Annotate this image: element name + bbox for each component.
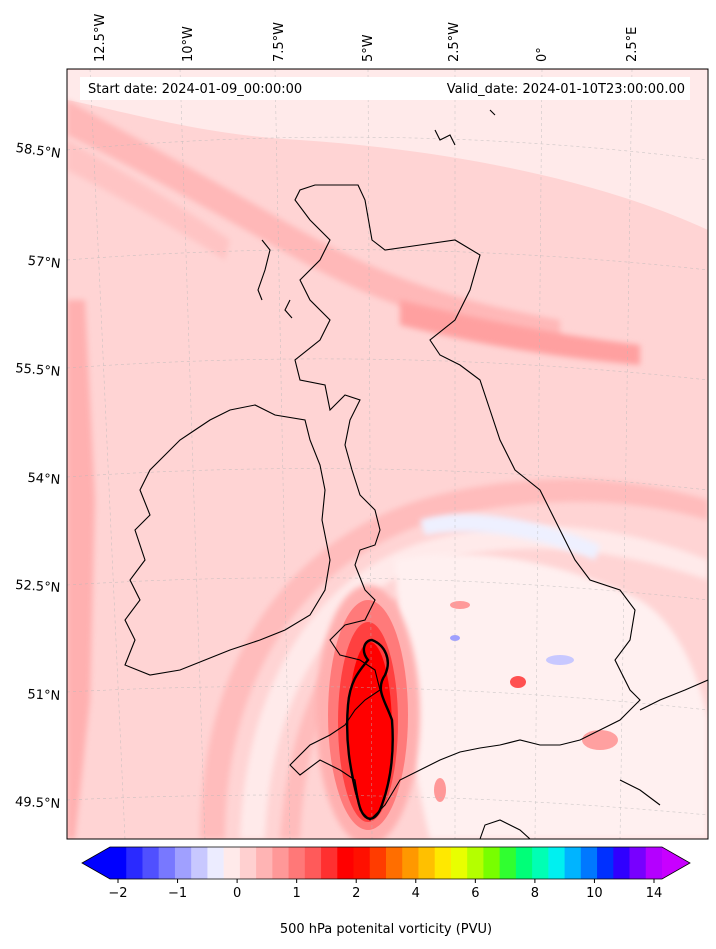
colorbar-cell — [515, 847, 533, 879]
colorbar-cell — [239, 847, 257, 879]
colorbar-tick-label: 6 — [471, 886, 479, 901]
colorbar-cell — [256, 847, 273, 879]
colorbar-extend-under — [82, 847, 110, 879]
lon-label: 2.5°E — [625, 27, 640, 62]
colorbar-extend-over — [662, 847, 690, 879]
colorbar-cell — [353, 847, 371, 879]
start-date-label: Start date: 2024-01-09_00:00:00 — [88, 82, 302, 97]
colorbar-cell — [450, 847, 468, 879]
colorbar-cell — [580, 847, 598, 879]
colorbar-cell — [110, 847, 127, 879]
valid-date-label: Valid_date: 2024-01-10T23:00:00.00 — [447, 82, 685, 97]
lat-label: 55.5°N — [15, 361, 61, 380]
lat-label: 54°N — [27, 471, 61, 488]
colorbar-cell — [629, 847, 647, 879]
colorbar-tick-label: −2 — [108, 886, 127, 901]
colorbar-tick-label: −1 — [168, 886, 187, 901]
colorbar-cell — [434, 847, 452, 879]
colorbar-tick-label: 8 — [531, 886, 539, 901]
colorbar-cell — [597, 847, 614, 879]
lon-label: 0° — [535, 47, 550, 62]
lat-label: 51°N — [27, 687, 61, 704]
colorbar-cell — [645, 847, 663, 879]
colorbar-cell — [207, 847, 225, 879]
colorbar-tick-label: 10 — [586, 886, 603, 901]
colorbar-cells — [110, 847, 663, 879]
pv-field — [67, 69, 708, 839]
colorbar-tick-label: 1 — [293, 886, 301, 901]
lon-label: 10°W — [181, 26, 196, 62]
colorbar-tick-label: 0 — [233, 886, 241, 901]
lat-labels: 58.5°N 57°N 55.5°N 54°N 52.5°N 51°N 49.5… — [15, 141, 62, 812]
colorbar-title: 500 hPa potenital vorticity (PVU) — [280, 922, 492, 937]
colorbar-cell — [174, 847, 192, 879]
info-box — [80, 77, 690, 100]
lon-label: 7.5°W — [272, 22, 287, 62]
coastline — [124, 109, 708, 839]
lat-label: 52.5°N — [15, 578, 61, 596]
lon-label: 5°W — [361, 34, 376, 62]
lon-labels: 12.5°W 10°W 7.5°W 5°W 2.5°W 0° 2.5°E — [93, 14, 640, 62]
colorbar-tick-label: 2 — [352, 886, 360, 901]
colorbar-cell — [304, 847, 322, 879]
lon-label: 2.5°W — [447, 22, 462, 62]
colorbar-cell — [613, 847, 631, 879]
colorbar-ticks: −2 −1 0 1 2 4 6 8 10 14 — [108, 879, 662, 901]
colorbar-cell — [321, 847, 338, 879]
colorbar-cell — [386, 847, 403, 879]
map-panel: Start date: 2024-01-09_00:00:00 Valid_da… — [66, 68, 709, 840]
colorbar-tick-label: 4 — [412, 886, 420, 901]
colorbar-cell — [548, 847, 566, 879]
colorbar-cell — [369, 847, 387, 879]
colorbar-cell — [483, 847, 501, 879]
colorbar: −2 −1 0 1 2 4 6 8 10 14 500 hPa potenital vortici… — [81, 846, 691, 937]
colorbar-cell — [191, 847, 208, 879]
colorbar-cell — [272, 847, 290, 879]
colorbar-cell — [532, 847, 549, 879]
map-frame — [66, 68, 709, 840]
lon-label: 12.5°W — [93, 14, 108, 62]
colorbar-cell — [142, 847, 160, 879]
colorbar-tick-label: 14 — [646, 886, 663, 901]
lat-label: 49.5°N — [15, 795, 61, 812]
colorbar-cell — [126, 847, 143, 879]
lat-label: 57°N — [27, 254, 61, 272]
colorbar-cell — [288, 847, 306, 879]
colorbar-cell — [158, 847, 176, 879]
colorbar-cell — [499, 847, 517, 879]
colorbar-cell — [418, 847, 436, 879]
colorbar-cell — [467, 847, 484, 879]
colorbar-cell — [223, 847, 241, 879]
lat-label: 58.5°N — [15, 141, 62, 162]
colorbar-cell — [402, 847, 419, 879]
colorbar-outline — [81, 846, 691, 880]
colorbar-cell — [337, 847, 355, 879]
colorbar-cell — [564, 847, 582, 879]
